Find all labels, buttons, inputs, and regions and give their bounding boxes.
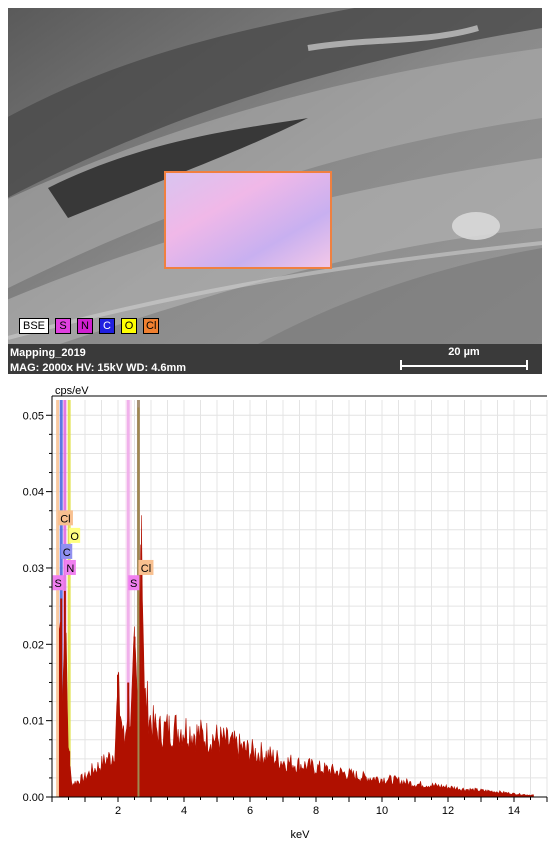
x-axis-label: keV	[291, 829, 311, 841]
element-label-text: N	[66, 563, 74, 575]
legend-chip-bse: BSE	[19, 318, 50, 334]
element-label-n: N	[64, 559, 76, 575]
element-label-text: C	[63, 547, 71, 559]
y-axis-label: cps/eV	[55, 385, 89, 397]
element-label-box	[128, 575, 140, 591]
spectrum-fill	[58, 407, 534, 798]
scale-bar-cap-left	[400, 360, 402, 370]
element-label-s: S	[52, 575, 64, 591]
y-tick-label: 0.02	[23, 639, 44, 651]
x-tick-label: 8	[313, 805, 319, 817]
mapping-region	[164, 171, 332, 269]
scale-bar-label: 20 µm	[448, 346, 480, 358]
element-label-box	[61, 543, 73, 559]
legend-chip-c: C	[99, 318, 116, 334]
element-label-box	[69, 527, 81, 543]
spectrum-bars	[58, 407, 534, 798]
x-tick-label: 10	[376, 805, 388, 817]
element-label-text: S	[54, 578, 61, 590]
element-label-box	[64, 559, 76, 575]
element-label-box	[138, 559, 154, 575]
legend-chip-o: O	[121, 318, 138, 334]
element-label-o: O	[69, 527, 81, 543]
y-tick-label: 0.05	[23, 410, 44, 422]
sem-micrograph	[8, 8, 542, 374]
chart-axes: 0.00 0.01 0.02 0.03 0.04 0.05 2 4 6 8 10 12 14	[23, 395, 548, 817]
x-tick-label: 12	[442, 805, 454, 817]
scale-bar-line	[400, 365, 528, 367]
element-label-text: S	[130, 578, 137, 590]
sem-image-panel: BSE S N C O Cl Mapping_2019 MAG: 2000x H…	[8, 8, 542, 374]
element-label-box	[57, 510, 73, 526]
sem-acquisition-params: MAG: 2000x HV: 15kV WD: 4.6mm	[10, 362, 187, 374]
scale-bar: 20 µm	[400, 346, 528, 372]
y-tick-label: 0.00	[23, 792, 44, 804]
element-label-s: S	[128, 575, 140, 591]
element-label-text: Cl	[60, 513, 70, 525]
x-tick-label: 6	[247, 805, 253, 817]
y-tick-label: 0.03	[23, 563, 44, 575]
element-label-text: O	[70, 531, 79, 543]
s-band	[125, 400, 132, 797]
x-tick-label: 4	[181, 805, 187, 817]
y-tick-label: 0.01	[23, 716, 44, 728]
element-label-box	[52, 575, 64, 591]
element-label-text: Cl	[141, 563, 151, 575]
scale-bar-cap-right	[526, 360, 528, 370]
legend-chip-cl: Cl	[143, 318, 160, 334]
element-label-c: C	[61, 543, 73, 559]
y-tick-label: 0.04	[23, 487, 44, 499]
sem-info-bar: Mapping_2019 MAG: 2000x HV: 15kV WD: 4.6…	[8, 344, 542, 374]
legend-chip-s: S	[55, 318, 72, 334]
legend-chip-n: N	[77, 318, 94, 334]
x-tick-label: 14	[508, 805, 520, 817]
sem-image-name: Mapping_2019	[10, 347, 86, 359]
element-label-cl: Cl	[138, 559, 154, 575]
x-tick-label: 2	[115, 805, 121, 817]
element-label-cl: Cl	[57, 510, 73, 526]
element-legend: BSE S N C O Cl	[19, 318, 160, 334]
